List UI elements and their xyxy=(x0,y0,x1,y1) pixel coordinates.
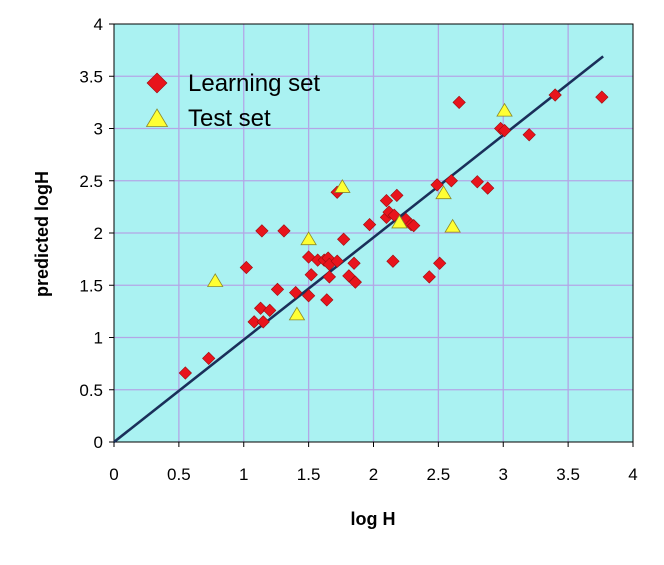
y-tick-label-4: 2 xyxy=(94,224,103,243)
learning-point-44 xyxy=(497,123,512,138)
learning-point-30 xyxy=(386,254,400,268)
learning-point-10 xyxy=(289,285,303,300)
test-point-4 xyxy=(391,214,408,229)
learning-point-36 xyxy=(422,270,436,284)
x-tick-label-6: 3 xyxy=(499,465,508,484)
x-tick-label-1: 0.5 xyxy=(167,465,191,484)
x-tick-label-3: 1.5 xyxy=(297,465,321,484)
x-tick-label-7: 3.5 xyxy=(556,465,580,484)
learning-point-8 xyxy=(270,282,285,297)
y-tick-label-8: 4 xyxy=(94,15,103,34)
y-tick-label-6: 3 xyxy=(94,120,103,139)
y-tick-label-2: 1 xyxy=(94,329,103,348)
y-tick-label-5: 2.5 xyxy=(79,172,103,191)
learning-point-37 xyxy=(430,178,444,192)
legend-label-learning: Learning set xyxy=(188,70,320,97)
legend-marker-test xyxy=(145,108,169,127)
learning-point-22 xyxy=(337,232,351,246)
learning-point-41 xyxy=(470,175,484,189)
x-tick-label-0: 0 xyxy=(109,465,118,484)
test-point-0 xyxy=(206,273,224,287)
y-tick-label-7: 3.5 xyxy=(79,67,103,86)
fit-line-group xyxy=(113,55,604,444)
learning-point-12 xyxy=(302,289,316,303)
learning-point-32 xyxy=(390,188,404,203)
learning-point-2 xyxy=(239,260,253,275)
learning-point-46 xyxy=(548,88,562,102)
learning-point-19 xyxy=(322,270,337,284)
x-axis-title: log H xyxy=(351,509,396,529)
learning-point-6 xyxy=(256,315,270,329)
learning-point-35 xyxy=(407,219,421,233)
y-tick-label-1: 0.5 xyxy=(79,381,103,400)
learning-point-40 xyxy=(452,95,466,109)
learning-point-45 xyxy=(522,128,536,142)
learning-point-39 xyxy=(444,174,458,188)
learning-point-4 xyxy=(253,301,268,315)
learning-point-27 xyxy=(379,193,394,208)
learning-point-0 xyxy=(178,366,192,380)
data-points xyxy=(178,88,609,380)
legend-label-test: Test set xyxy=(188,105,271,132)
fit-line xyxy=(113,55,604,444)
learning-point-24 xyxy=(347,256,361,270)
legend-marker-learning xyxy=(146,72,168,94)
x-tick-label-2: 1 xyxy=(239,465,248,484)
learning-point-3 xyxy=(247,315,261,329)
y-tick-label-3: 1.5 xyxy=(79,276,103,295)
learning-point-42 xyxy=(481,181,495,195)
legend: Learning set Test set xyxy=(145,70,320,132)
test-point-2 xyxy=(300,231,317,246)
axes xyxy=(109,23,634,447)
learning-point-38 xyxy=(433,256,447,270)
test-point-1 xyxy=(288,306,306,321)
y-axis-title: predicted logH xyxy=(32,171,52,297)
learning-point-20 xyxy=(330,254,344,268)
learning-point-9 xyxy=(277,224,291,238)
learning-point-1 xyxy=(202,351,216,366)
learning-point-47 xyxy=(595,90,609,104)
test-point-7 xyxy=(496,102,513,117)
learning-point-5 xyxy=(255,224,269,238)
tick-labels: 0 0.5 1 1.5 2 2.5 3 3.5 4 0 0.5 1 1.5 2 2.5 3 3.5 4 xyxy=(79,15,637,484)
learning-point-26 xyxy=(362,218,377,232)
learning-point-25 xyxy=(348,275,362,289)
x-tick-label-5: 2.5 xyxy=(427,465,451,484)
x-tick-label-8: 4 xyxy=(628,465,637,484)
learning-point-16 xyxy=(320,293,334,307)
x-tick-label-4: 2 xyxy=(369,465,378,484)
test-point-6 xyxy=(444,218,461,233)
learning-point-7 xyxy=(263,303,277,317)
learning-point-13 xyxy=(304,268,318,282)
test-point-3 xyxy=(334,179,351,193)
y-tick-label-0: 0 xyxy=(94,433,103,452)
test-point-5 xyxy=(435,185,452,200)
